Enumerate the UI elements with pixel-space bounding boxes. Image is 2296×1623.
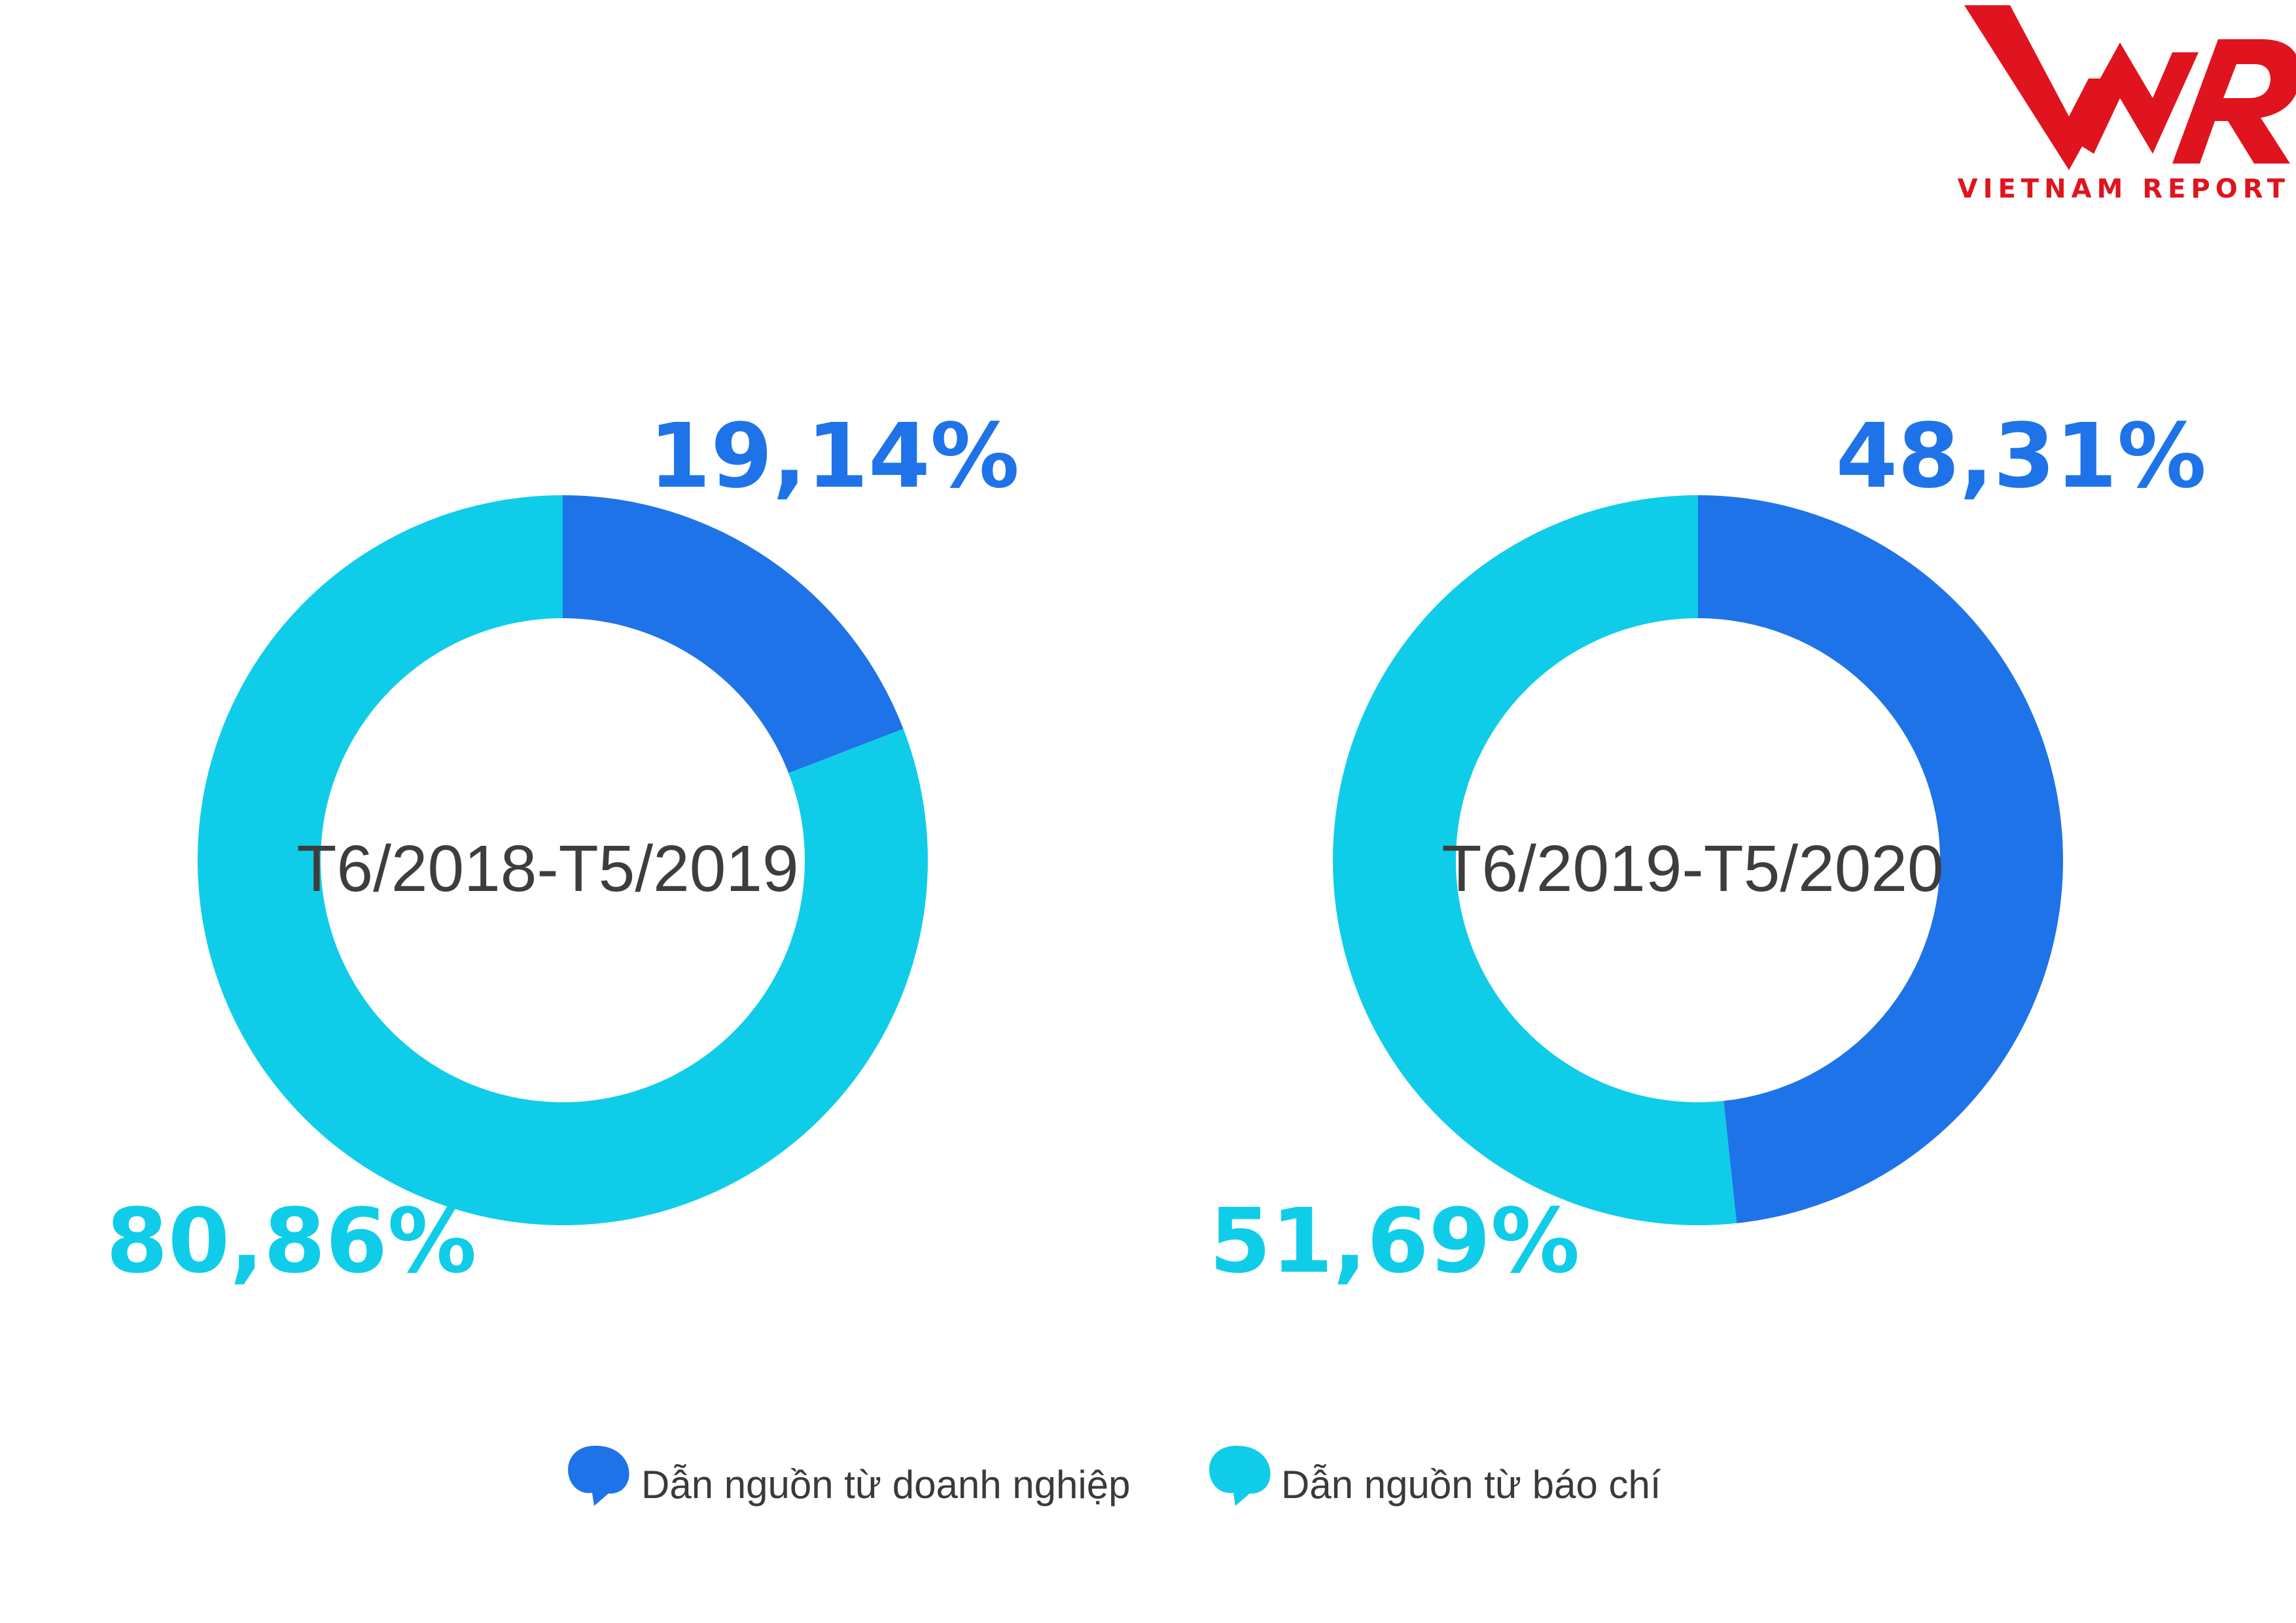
data-label-press-2019-2020: 51,69% bbox=[1209, 1190, 1580, 1293]
slice-press-2019-2020 bbox=[1332, 495, 1737, 1225]
logo-n-mark bbox=[2068, 43, 2199, 154]
speech-bubble-icon bbox=[568, 1446, 629, 1506]
data-label-enterprise-2019-2020: 48,31% bbox=[1836, 405, 2206, 508]
legend: Dẫn nguồn từ doanh nghiệp Dẫn nguồn từ b… bbox=[568, 1446, 1661, 1507]
legend-label-press: Dẫn nguồn từ báo chí bbox=[1281, 1463, 1661, 1507]
logo-subtitle: VIETNAM REPORT bbox=[1958, 174, 2290, 204]
donut-chart-2018-2019: T6/2018-T5/2019 19,14% 80,86% bbox=[106, 405, 1019, 1293]
legend-item-press: Dẫn nguồn từ báo chí bbox=[1209, 1446, 1661, 1507]
slice-enterprise-2018-2019 bbox=[563, 495, 904, 773]
vnr-logo: VIETNAM REPORT bbox=[1958, 5, 2296, 204]
slice-enterprise-2019-2020 bbox=[1698, 495, 2063, 1223]
legend-label-enterprise: Dẫn nguồn từ doanh nghiệp bbox=[641, 1463, 1130, 1507]
center-label-2018-2019: T6/2018-T5/2019 bbox=[296, 832, 798, 905]
logo-r-mark bbox=[2172, 39, 2296, 164]
legend-item-enterprise: Dẫn nguồn từ doanh nghiệp bbox=[568, 1446, 1130, 1507]
data-label-enterprise-2018-2019: 19,14% bbox=[649, 405, 1019, 508]
data-label-press-2018-2019: 80,86% bbox=[106, 1190, 476, 1293]
speech-bubble-icon bbox=[1209, 1446, 1271, 1506]
slice-press-2018-2019 bbox=[197, 495, 928, 1226]
center-label-2019-2020: T6/2019-T5/2020 bbox=[1441, 832, 1943, 905]
donut-chart-2019-2020: T6/2019-T5/2020 48,31% 51,69% bbox=[1209, 405, 2206, 1293]
